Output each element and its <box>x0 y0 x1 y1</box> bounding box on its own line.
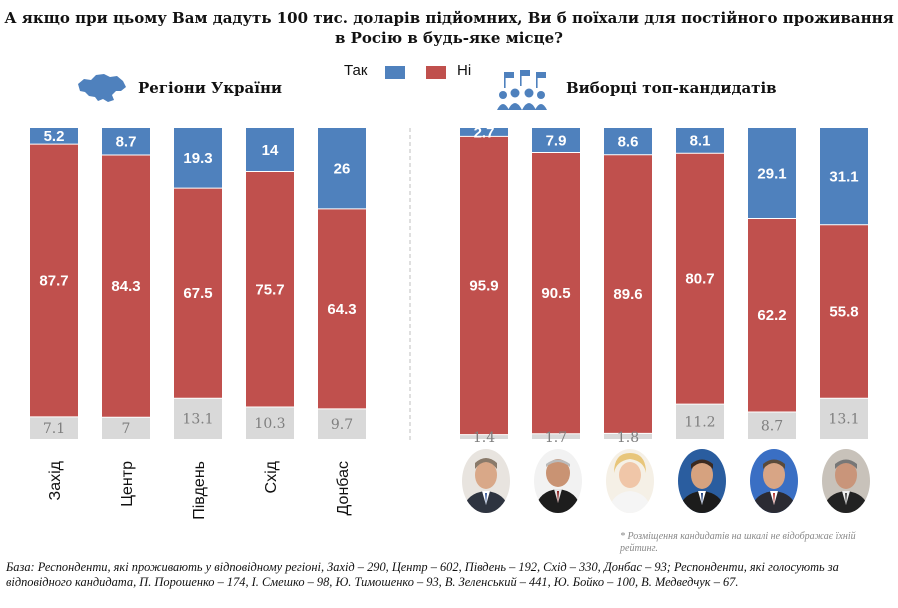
data-label-no: 80.7 <box>685 271 714 288</box>
data-label-other: 9.7 <box>331 417 353 433</box>
data-label-yes: 29.1 <box>757 165 786 182</box>
category-label: Центр <box>119 461 136 507</box>
bar-yes <box>748 128 796 219</box>
bar-other <box>676 404 724 439</box>
data-label-yes: 8.6 <box>618 133 639 150</box>
bar-yes <box>460 128 508 137</box>
bar-no <box>604 154 652 434</box>
data-label-other: 11.2 <box>684 415 715 431</box>
bar-other <box>604 433 652 439</box>
data-label-no: 64.3 <box>327 301 356 318</box>
candidates-group-title: Виборці топ-кандидатів <box>566 79 777 97</box>
data-label-no: 75.7 <box>255 281 284 298</box>
data-label-yes: 19.3 <box>183 150 212 167</box>
data-label-no: 84.3 <box>111 278 140 295</box>
bar-yes <box>532 128 580 153</box>
avatar-candidate-5 <box>750 449 798 513</box>
bar-yes <box>102 128 150 156</box>
bar-no <box>30 144 78 417</box>
bar-no <box>748 218 796 412</box>
data-label-other: 7 <box>122 421 131 437</box>
data-label-yes: 14 <box>262 142 279 159</box>
category-label: Захід <box>47 460 64 500</box>
base-note: База: Респонденти, які проживають у відп… <box>6 560 839 589</box>
legend-label-no: Ні <box>457 62 472 79</box>
bar-no <box>532 152 580 434</box>
bar-yes <box>246 128 294 172</box>
data-label-no: 87.7 <box>39 273 68 290</box>
avatar-candidate-2 <box>534 449 582 513</box>
regions-group-title: Регіони України <box>138 79 283 97</box>
data-label-yes: 26 <box>334 160 351 177</box>
data-label-other: 1.7 <box>545 430 567 446</box>
bar-yes <box>318 128 366 209</box>
data-label-other: 13.1 <box>828 412 859 428</box>
data-label-yes: 5.2 <box>44 128 65 145</box>
bar-other <box>174 398 222 439</box>
bar-no <box>676 153 724 405</box>
legend-swatch-yes <box>385 66 405 79</box>
data-label-other: 1.4 <box>473 430 495 446</box>
data-label-no: 67.5 <box>183 285 212 302</box>
avatar-candidate-1 <box>462 449 510 513</box>
bar-other <box>820 398 868 439</box>
bar-no <box>318 208 366 409</box>
bar-other <box>246 406 294 439</box>
bar-no <box>460 136 508 435</box>
category-label: Донбас <box>335 461 352 515</box>
ukraine-map-icon <box>78 74 126 102</box>
bar-no <box>102 155 150 418</box>
bar-yes <box>30 128 78 145</box>
bar-no <box>246 171 294 407</box>
bar-other <box>460 434 508 439</box>
avatar-candidate-4 <box>678 449 726 513</box>
bar-yes <box>676 128 724 154</box>
data-label-no: 90.5 <box>541 285 570 302</box>
data-label-yes: 8.7 <box>116 134 137 151</box>
category-label: Схід <box>263 460 280 493</box>
footnote: * Розміщення кандидатів на шкалі не відо… <box>620 531 856 554</box>
data-label-no: 55.8 <box>829 303 858 320</box>
bar-other <box>748 411 796 439</box>
bar-yes <box>604 128 652 155</box>
data-label-no: 95.9 <box>469 278 498 295</box>
chart-title: А якщо при цьому Вам дадуть 100 тис. дол… <box>4 9 894 47</box>
voters-flags-icon <box>497 70 547 110</box>
data-label-other: 13.1 <box>182 412 213 428</box>
bar-yes <box>174 128 222 189</box>
data-label-other: 8.7 <box>761 418 783 434</box>
bar-other <box>318 408 366 439</box>
data-label-other: 1.8 <box>617 430 639 446</box>
data-label-no: 89.6 <box>613 286 642 303</box>
data-label-other: 7.1 <box>43 421 65 437</box>
bar-other <box>102 417 150 439</box>
data-label-yes: 8.1 <box>690 133 711 150</box>
category-label: Південь <box>191 461 208 520</box>
avatar-candidate-3 <box>606 449 654 513</box>
data-label-yes: 2.7 <box>474 124 495 141</box>
data-label-yes: 31.1 <box>829 168 858 185</box>
data-label-no: 62.2 <box>757 307 786 324</box>
legend-label-yes: Так <box>344 62 368 79</box>
bar-other <box>30 416 78 439</box>
bar-no <box>174 188 222 399</box>
data-label-yes: 7.9 <box>546 132 567 149</box>
legend-swatch-no <box>426 66 446 79</box>
avatar-candidate-6 <box>822 449 870 513</box>
bar-other <box>532 433 580 439</box>
bar-yes <box>820 128 868 225</box>
bar-no <box>820 224 868 399</box>
data-label-other: 10.3 <box>254 416 285 432</box>
